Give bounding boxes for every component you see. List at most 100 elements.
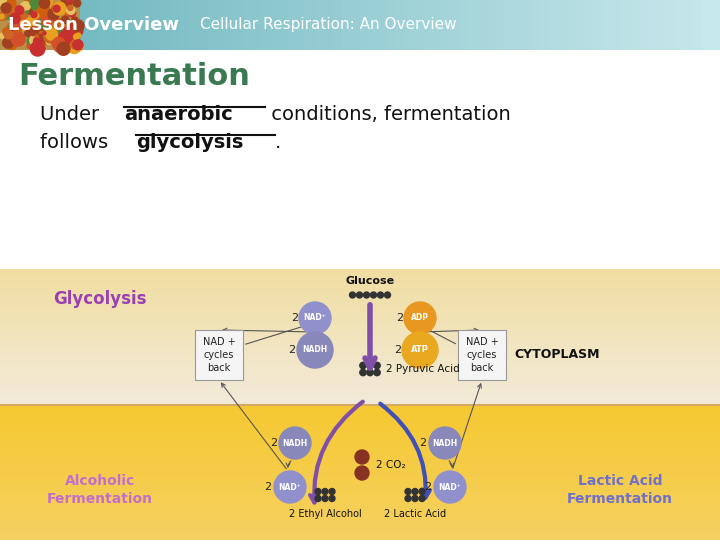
Text: Cellular Respiration: An Overview: Cellular Respiration: An Overview bbox=[200, 17, 456, 32]
Text: Alcoholic
Fermentation: Alcoholic Fermentation bbox=[47, 474, 153, 505]
Circle shape bbox=[0, 0, 9, 8]
Bar bbox=[576, 0, 586, 50]
Bar bbox=[594, 0, 604, 50]
Circle shape bbox=[71, 19, 85, 32]
Bar bbox=[0, 467, 720, 472]
Bar bbox=[522, 0, 532, 50]
Bar bbox=[243, 0, 253, 50]
Bar bbox=[108, 0, 118, 50]
Circle shape bbox=[20, 2, 27, 9]
Bar bbox=[81, 0, 91, 50]
Bar bbox=[648, 0, 658, 50]
Circle shape bbox=[60, 0, 73, 8]
Bar bbox=[0, 521, 720, 526]
Circle shape bbox=[6, 33, 17, 44]
Bar bbox=[666, 0, 676, 50]
Circle shape bbox=[30, 11, 37, 18]
Circle shape bbox=[322, 489, 328, 495]
Circle shape bbox=[6, 0, 17, 8]
Bar bbox=[54, 0, 64, 50]
Text: NADH: NADH bbox=[302, 346, 328, 354]
Circle shape bbox=[61, 0, 71, 9]
Circle shape bbox=[75, 32, 81, 39]
Circle shape bbox=[429, 427, 461, 459]
Bar bbox=[279, 0, 289, 50]
Circle shape bbox=[10, 4, 21, 16]
Text: ATP: ATP bbox=[411, 346, 429, 354]
Circle shape bbox=[46, 25, 51, 30]
Circle shape bbox=[29, 35, 40, 46]
Text: glycolysis: glycolysis bbox=[136, 133, 243, 152]
Circle shape bbox=[21, 22, 29, 30]
Bar bbox=[216, 0, 226, 50]
Circle shape bbox=[39, 42, 45, 47]
Circle shape bbox=[11, 32, 26, 47]
Circle shape bbox=[42, 37, 51, 45]
Circle shape bbox=[29, 0, 38, 7]
Text: 2: 2 bbox=[420, 438, 426, 448]
Circle shape bbox=[360, 369, 366, 376]
Text: Under: Under bbox=[40, 105, 105, 124]
Circle shape bbox=[48, 32, 57, 41]
Bar bbox=[0, 435, 720, 441]
Text: Glucose: Glucose bbox=[346, 276, 395, 286]
Circle shape bbox=[42, 31, 47, 36]
Circle shape bbox=[48, 9, 54, 16]
Circle shape bbox=[30, 40, 45, 57]
Bar bbox=[234, 0, 244, 50]
Bar bbox=[558, 0, 568, 50]
Text: conditions, fermentation: conditions, fermentation bbox=[265, 105, 510, 124]
Bar bbox=[0, 0, 10, 50]
Bar bbox=[603, 0, 613, 50]
Bar bbox=[468, 0, 478, 50]
Circle shape bbox=[24, 0, 30, 4]
Bar bbox=[0, 305, 720, 310]
Circle shape bbox=[53, 38, 66, 50]
Bar bbox=[0, 354, 720, 360]
Circle shape bbox=[412, 489, 418, 495]
Circle shape bbox=[30, 18, 45, 34]
Bar bbox=[0, 508, 720, 513]
Bar bbox=[0, 346, 720, 351]
Bar bbox=[585, 0, 595, 50]
Bar bbox=[0, 444, 720, 450]
Circle shape bbox=[64, 29, 73, 37]
Bar bbox=[486, 0, 496, 50]
Bar bbox=[0, 319, 720, 324]
Text: NADH: NADH bbox=[433, 438, 458, 448]
Bar bbox=[477, 0, 487, 50]
Circle shape bbox=[50, 18, 66, 33]
Bar bbox=[297, 0, 307, 50]
Circle shape bbox=[360, 362, 366, 369]
Bar bbox=[0, 269, 720, 274]
Text: Lactic Acid
Fermentation: Lactic Acid Fermentation bbox=[567, 474, 673, 505]
Circle shape bbox=[45, 28, 58, 40]
Circle shape bbox=[38, 0, 50, 9]
Circle shape bbox=[48, 26, 57, 36]
Circle shape bbox=[27, 43, 32, 49]
Circle shape bbox=[371, 292, 377, 298]
Bar bbox=[432, 0, 442, 50]
Circle shape bbox=[419, 489, 425, 495]
Circle shape bbox=[33, 31, 40, 38]
Bar bbox=[396, 0, 406, 50]
Bar bbox=[0, 417, 720, 423]
Bar bbox=[450, 0, 460, 50]
Circle shape bbox=[48, 0, 53, 4]
Circle shape bbox=[63, 39, 71, 46]
Text: follows: follows bbox=[40, 133, 114, 152]
Bar bbox=[0, 408, 720, 414]
Circle shape bbox=[404, 302, 436, 334]
Bar bbox=[0, 368, 720, 374]
Bar bbox=[0, 516, 720, 522]
Circle shape bbox=[70, 23, 78, 32]
Bar bbox=[144, 0, 154, 50]
Text: .: . bbox=[274, 133, 281, 152]
Circle shape bbox=[366, 369, 373, 376]
Bar bbox=[0, 476, 720, 482]
Text: NADH: NADH bbox=[282, 438, 307, 448]
Circle shape bbox=[6, 22, 18, 33]
Circle shape bbox=[4, 30, 14, 39]
Circle shape bbox=[51, 40, 57, 46]
Circle shape bbox=[7, 40, 17, 50]
